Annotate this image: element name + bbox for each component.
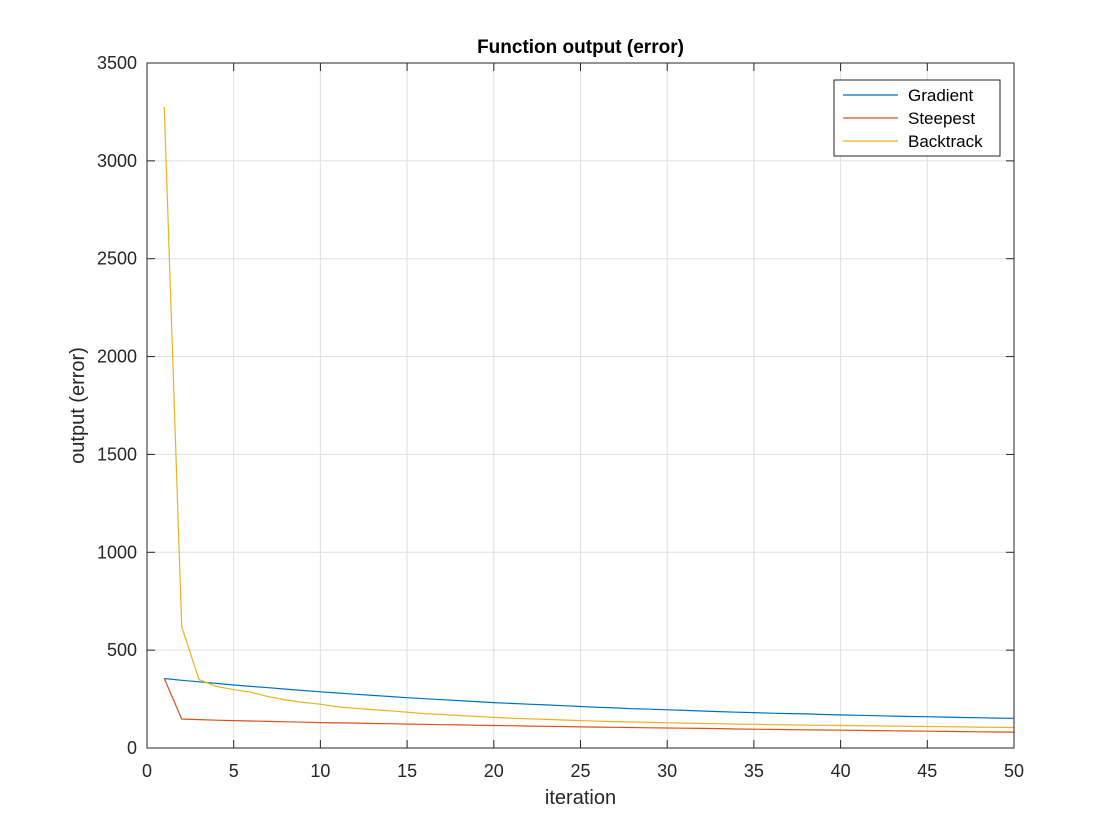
x-tick-label: 45 xyxy=(917,761,937,781)
legend-label-backtrack: Backtrack xyxy=(908,132,983,151)
series-line-gradient xyxy=(164,677,1015,719)
chart-title: Function output (error) xyxy=(477,37,684,58)
x-tick-label: 50 xyxy=(1004,761,1024,781)
x-tick-label: 15 xyxy=(397,761,417,781)
x-tick-label: 40 xyxy=(831,761,851,781)
grid xyxy=(146,62,1015,749)
x-tick-label: 20 xyxy=(484,761,504,781)
x-tick-label: 10 xyxy=(310,761,330,781)
y-tick-label: 3500 xyxy=(97,53,137,73)
x-axis-label: iteration xyxy=(545,787,616,809)
x-tick-label: 5 xyxy=(229,761,239,781)
y-tick-label: 2000 xyxy=(97,347,137,367)
axis-ticks: 0 5 10 15 20 25 30 35 40 45 5005001000150020002500… xyxy=(97,53,1024,781)
y-tick-label: 1000 xyxy=(97,542,137,562)
series-lines xyxy=(163,106,1015,733)
series-line-steepest xyxy=(163,678,1015,733)
y-tick-label: 500 xyxy=(107,640,137,660)
y-tick-label: 1500 xyxy=(97,444,137,464)
legend-label-steepest: Steepest xyxy=(908,109,975,128)
x-tick-label: 0 xyxy=(142,761,152,781)
y-axis-label: output (error) xyxy=(67,347,89,464)
x-tick-label: 30 xyxy=(657,761,677,781)
x-tick-label: 25 xyxy=(570,761,590,781)
series-line-backtrack xyxy=(163,106,1015,729)
x-tick-label: 35 xyxy=(744,761,764,781)
y-tick-label: 2500 xyxy=(97,249,137,269)
legend-label-gradient: Gradient xyxy=(908,86,973,105)
legend: Gradient Steepest Backtrack xyxy=(833,79,1001,157)
y-tick-label: 0 xyxy=(127,738,137,758)
y-tick-label: 3000 xyxy=(97,151,137,171)
